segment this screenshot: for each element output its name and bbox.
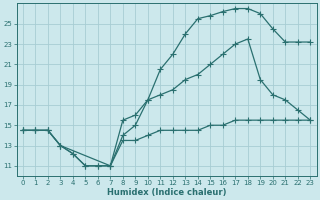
X-axis label: Humidex (Indice chaleur): Humidex (Indice chaleur) (107, 188, 226, 197)
